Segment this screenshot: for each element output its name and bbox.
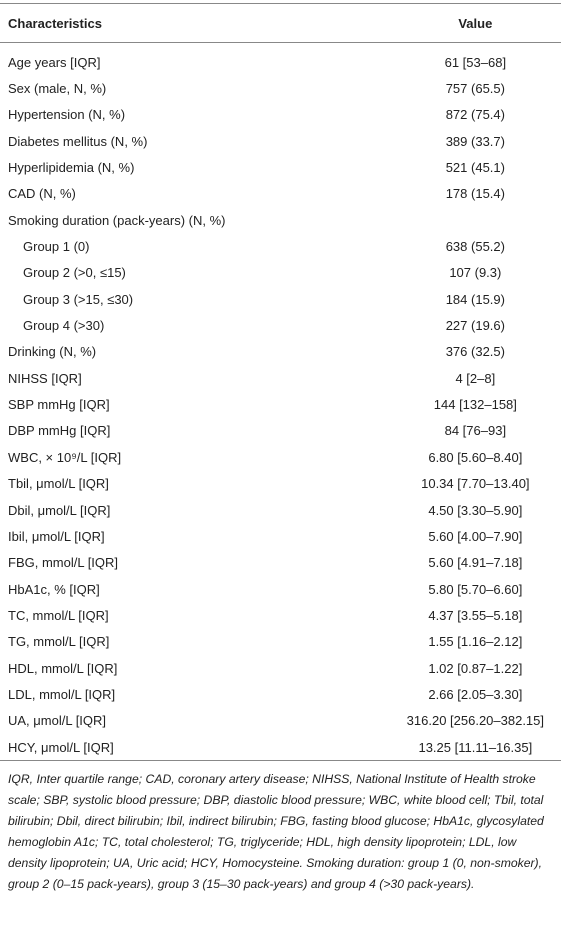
row-label: Sex (male, N, %): [8, 81, 107, 97]
row-value: 84 [76–93]: [444, 423, 507, 439]
row-value: 316.20 [256.20–382.15]: [406, 713, 545, 729]
row-label: DBP mmHg [IQR]: [8, 423, 111, 439]
row-label: Diabetes mellitus (N, %): [8, 133, 148, 149]
row-label: Group 3 (>15, ≤30): [23, 291, 134, 307]
table-row: TC, mmol/L [IQR] 4.37 [3.55–5.18]: [0, 602, 561, 628]
row-label: HDL, mmol/L [IQR]: [8, 660, 118, 676]
table-row: HbA1c, % [IQR] 5.80 [5.70–6.60]: [0, 576, 561, 602]
row-value: 10.34 [7.70–13.40]: [421, 476, 530, 492]
table-row: Group 4 (>30) 227 (19.6): [0, 312, 561, 338]
table-row: UA, μmol/L [IQR] 316.20 [256.20–382.15]: [0, 708, 561, 734]
table-row: Sex (male, N, %) 757 (65.5): [0, 75, 561, 101]
row-label: Drinking (N, %): [8, 344, 97, 360]
table-row: FBG, mmol/L [IQR] 5.60 [4.91–7.18]: [0, 550, 561, 576]
row-label: Age years [IQR]: [8, 54, 101, 70]
row-label: Smoking duration (pack-years) (N, %): [8, 212, 226, 228]
table-row: Dbil, μmol/L [IQR] 4.50 [3.30–5.90]: [0, 497, 561, 523]
table-row: HCY, μmol/L [IQR] 13.25 [11.11–16.35]: [0, 733, 561, 762]
row-label: Group 1 (0): [23, 239, 90, 255]
row-value: 872 (75.4): [445, 107, 505, 123]
table-row: Drinking (N, %) 376 (32.5): [0, 339, 561, 365]
row-label: TC, mmol/L [IQR]: [8, 607, 109, 623]
row-value: 389 (33.7): [445, 133, 505, 149]
row-value: 178 (15.4): [445, 186, 505, 202]
row-label: HCY, μmol/L [IQR]: [0, 733, 248, 762]
table-row: Hyperlipidemia (N, %) 521 (45.1): [0, 154, 561, 180]
table-head: Characteristics Value: [0, 3, 561, 43]
row-value: [248, 207, 561, 233]
row-value: 61 [53–68]: [444, 54, 507, 70]
row-value: 227 (19.6): [445, 318, 505, 334]
row-value: 5.60 [4.00–7.90]: [428, 528, 523, 544]
row-label: SBP mmHg [IQR]: [8, 397, 110, 413]
row-label: TG, mmol/L [IQR]: [8, 634, 110, 650]
row-label: Hypertension (N, %): [8, 107, 126, 123]
row-value: 5.60 [4.91–7.18]: [428, 555, 523, 571]
table-row: NIHSS [IQR] 4 [2–8]: [0, 365, 561, 391]
table-row: HDL, mmol/L [IQR] 1.02 [0.87–1.22]: [0, 655, 561, 681]
page: Characteristics Value Age years [IQR] 61 …: [0, 3, 561, 929]
row-value: 4.50 [3.30–5.90]: [428, 502, 523, 518]
table-row: Group 3 (>15, ≤30) 184 (15.9): [0, 286, 561, 312]
table-body: Age years [IQR] 61 [53–68] Sex (male, N, %…: [0, 43, 561, 762]
row-label: FBG, mmol/L [IQR]: [8, 555, 119, 571]
table-row: TG, mmol/L [IQR] 1.55 [1.16–2.12]: [0, 629, 561, 655]
row-label: Group 4 (>30): [23, 318, 105, 334]
row-label: CAD (N, %): [8, 186, 76, 202]
row-value: 376 (32.5): [445, 344, 505, 360]
row-value: 1.02 [0.87–1.22]: [428, 660, 523, 676]
table-row: Hypertension (N, %) 872 (75.4): [0, 102, 561, 128]
row-label: WBC, × 10⁹/L [IQR]: [8, 449, 122, 465]
table-row: Group 1 (0) 638 (55.2): [0, 233, 561, 259]
table-row: CAD (N, %) 178 (15.4): [0, 181, 561, 207]
row-value: 638 (55.2): [445, 239, 505, 255]
row-label: HbA1c, % [IQR]: [8, 581, 100, 597]
row-value: 4 [2–8]: [455, 370, 496, 386]
row-label: Ibil, μmol/L [IQR]: [8, 528, 105, 544]
header-row: Characteristics Value: [0, 3, 561, 43]
row-value: 1.55 [1.16–2.12]: [428, 634, 523, 650]
table-row: Tbil, μmol/L [IQR] 10.34 [7.70–13.40]: [0, 471, 561, 497]
table-row: DBP mmHg [IQR] 84 [76–93]: [0, 418, 561, 444]
table-row: Age years [IQR] 61 [53–68]: [0, 43, 561, 76]
row-value: 13.25 [11.11–16.35]: [247, 733, 561, 762]
row-value: 757 (65.5): [445, 81, 505, 97]
row-value: 144 [132–158]: [433, 397, 517, 413]
row-label: NIHSS [IQR]: [8, 370, 82, 386]
table-row: LDL, mmol/L [IQR] 2.66 [2.05–3.30]: [0, 681, 561, 707]
row-label: Hyperlipidemia (N, %): [8, 160, 135, 176]
table-row: Diabetes mellitus (N, %) 389 (33.7): [0, 128, 561, 154]
row-label: LDL, mmol/L [IQR]: [8, 686, 116, 702]
header-cell: Characteristics: [0, 3, 248, 43]
row-value: 2.66 [2.05–3.30]: [428, 686, 523, 702]
table-row: SBP mmHg [IQR] 144 [132–158]: [0, 391, 561, 417]
row-value: 6.80 [5.60–8.40]: [428, 449, 523, 465]
table-row: WBC, × 10⁹/L [IQR] 6.80 [5.60–8.40]: [0, 444, 561, 470]
row-value: 521 (45.1): [445, 160, 505, 176]
row-value: 4.37 [3.55–5.18]: [428, 607, 523, 623]
row-value: 107 (9.3): [449, 265, 502, 281]
data-table: Characteristics Value Age years [IQR] 61 …: [0, 3, 561, 762]
row-label: Tbil, μmol/L [IQR]: [8, 476, 109, 492]
table-row: Ibil, μmol/L [IQR] 5.60 [4.00–7.90]: [0, 523, 561, 549]
row-label: Dbil, μmol/L [IQR]: [8, 502, 111, 518]
row-value: 184 (15.9): [445, 291, 505, 307]
header-cell: Value: [247, 3, 561, 43]
table-row: Group 2 (>0, ≤15) 107 (9.3): [0, 260, 561, 286]
footnote: IQR, Inter quartile range; CAD, coronary…: [8, 772, 544, 892]
row-value: 5.80 [5.70–6.60]: [428, 581, 523, 597]
row-label: Group 2 (>0, ≤15): [23, 265, 126, 281]
row-label: UA, μmol/L [IQR]: [8, 713, 107, 729]
table-row: Smoking duration (pack-years) (N, %): [0, 207, 561, 233]
